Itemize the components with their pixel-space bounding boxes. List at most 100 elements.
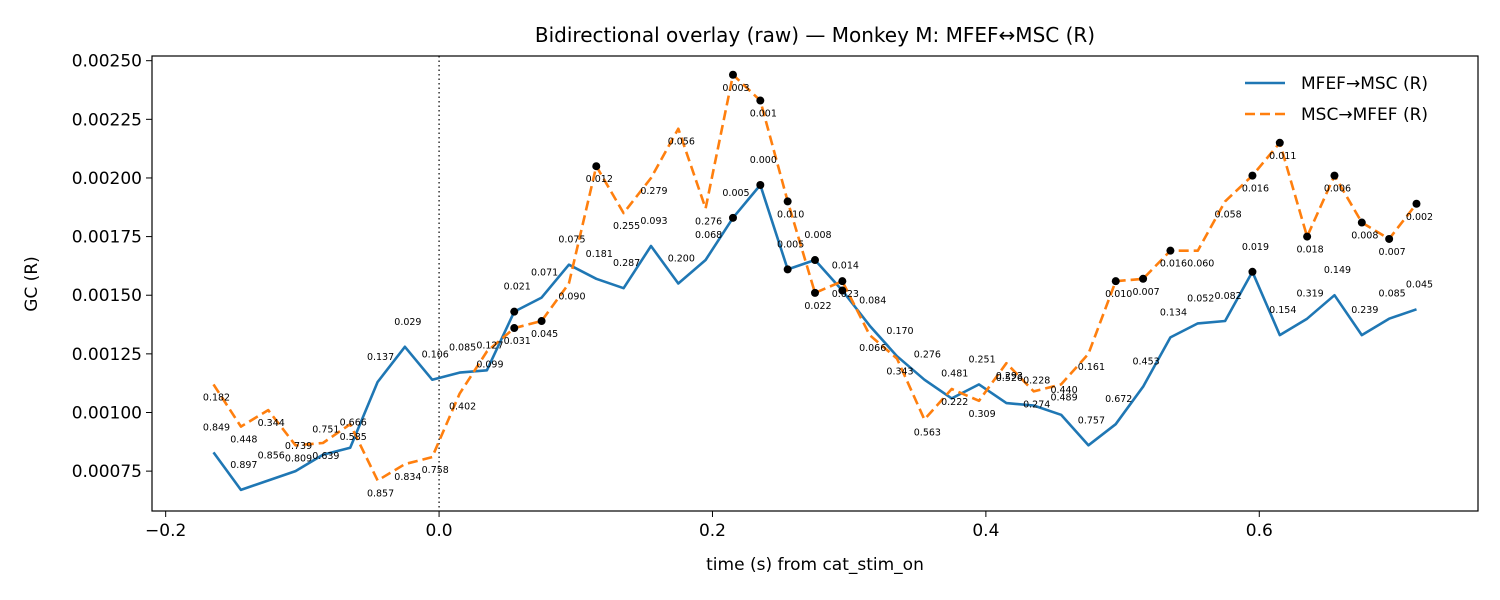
significance-marker [1166, 246, 1175, 255]
p-value-label: 0.031 [504, 336, 531, 347]
legend-label-1: MFEF→MSC (R) [1301, 74, 1428, 94]
p-value-label: 0.149 [1324, 265, 1351, 276]
p-value-label: 0.293 [996, 371, 1023, 382]
p-value-label: 0.007 [1132, 287, 1159, 298]
plot-area: −0.2 0.0 0.2 0.4 0.6 0.00075 0.00100 0.00125 0.0… [72, 52, 1479, 541]
p-value-label: 0.809 [285, 453, 312, 464]
p-value-label: 0.448 [230, 435, 257, 446]
y-tick-label: 0.00150 [72, 286, 142, 306]
p-value-label: 0.309 [968, 409, 995, 420]
p-value-label: 0.161 [1078, 362, 1105, 373]
x-tick-label: 0.0 [426, 521, 453, 541]
p-value-label: 0.090 [558, 292, 585, 303]
p-value-label: 0.075 [558, 235, 585, 246]
legend: MFEF→MSC (R) MSC→MFEF (R) [1245, 74, 1428, 125]
p-value-label: 0.255 [613, 221, 640, 232]
y-tick-label: 0.00175 [72, 228, 142, 248]
p-value-label: 0.440 [1050, 385, 1077, 396]
p-value-label: 0.834 [394, 472, 421, 483]
significance-marker [1330, 171, 1339, 180]
significance-marker [510, 324, 519, 333]
p-value-label: 0.453 [1132, 357, 1159, 368]
p-value-label: 0.287 [613, 258, 640, 269]
p-value-label: 0.319 [1297, 289, 1324, 300]
legend-label-2: MSC→MFEF (R) [1301, 105, 1428, 125]
significance-marker [1412, 199, 1421, 208]
p-value-label: 0.099 [476, 360, 503, 371]
p-value-label: 0.276 [695, 216, 722, 227]
p-value-label: 0.857 [367, 489, 394, 500]
significance-marker [756, 96, 765, 105]
y-tick-label: 0.00100 [72, 403, 142, 423]
p-value-label: 0.045 [531, 329, 558, 340]
p-value-label: 0.170 [886, 326, 913, 337]
significance-marker [1275, 138, 1284, 147]
p-value-label: 0.276 [914, 350, 941, 361]
p-value-label: 0.022 [804, 301, 831, 312]
y-tick-label: 0.00075 [72, 462, 142, 482]
p-value-label: 0.200 [668, 254, 695, 265]
series-line-2 [212, 73, 1418, 482]
p-value-label: 0.018 [1297, 245, 1324, 256]
p-value-label: 0.014 [832, 261, 859, 272]
p-value-label: 0.045 [1406, 279, 1433, 290]
p-value-label: 0.228 [1023, 375, 1050, 386]
significance-marker [1139, 274, 1148, 283]
p-value-label: 0.563 [914, 428, 941, 439]
p-value-label: 0.011 [1269, 151, 1296, 162]
p-value-label: 0.008 [804, 230, 831, 241]
p-value-label: 0.343 [886, 367, 913, 378]
p-value-label: 0.066 [859, 343, 886, 354]
p-value-label: 0.003 [722, 83, 749, 94]
p-value-label: 0.222 [941, 397, 968, 408]
significance-marker [1385, 234, 1394, 243]
p-value-label: 0.016 [1242, 184, 1269, 195]
chart-title: Bidirectional overlay (raw) — Monkey M: … [535, 23, 1095, 47]
p-value-label: 0.068 [695, 230, 722, 241]
p-value-label: 0.005 [777, 239, 804, 250]
p-value-label: 0.084 [859, 296, 886, 307]
plot-frame [151, 55, 1479, 512]
p-value-label: 0.007 [1379, 247, 1406, 258]
p-value-label: 0.008 [1351, 231, 1378, 242]
p-value-label: 0.002 [1406, 212, 1433, 223]
significance-marker [756, 180, 765, 189]
p-value-label: 0.274 [1023, 399, 1050, 410]
p-value-label: 0.739 [285, 441, 312, 452]
p-value-label: 0.849 [203, 422, 230, 433]
p-value-label: 0.751 [312, 425, 339, 436]
p-value-label: 0.071 [531, 268, 558, 279]
p-value-label: 0.402 [449, 402, 476, 413]
p-value-label: 0.897 [230, 460, 257, 471]
p-value-label: 0.481 [941, 368, 968, 379]
p-value-label: 0.056 [668, 137, 695, 148]
y-tick-label: 0.00250 [72, 52, 142, 72]
p-value-label: 0.344 [258, 418, 285, 429]
p-value-label: 0.006 [1324, 184, 1351, 195]
p-value-label: 0.082 [1215, 291, 1242, 302]
y-tick-label: 0.00125 [72, 345, 142, 365]
significance-marker [728, 213, 737, 222]
p-value-label: 0.666 [340, 418, 367, 429]
p-value-label: 0.058 [1215, 209, 1242, 220]
p-value-label: 0.239 [1351, 305, 1378, 316]
significance-marker [592, 162, 601, 171]
p-value-label: 0.639 [312, 451, 339, 462]
significance-marker [811, 288, 819, 297]
p-value-label: 0.856 [258, 451, 285, 462]
significance-marker [1357, 218, 1366, 227]
p-value-label: 0.757 [1078, 415, 1105, 426]
y-axis-label: GC (R) [22, 256, 42, 312]
p-value-label: 0.585 [340, 432, 367, 443]
x-tick-label: 0.6 [1246, 521, 1273, 541]
significance-marker [728, 70, 737, 79]
p-value-label: 0.001 [750, 109, 777, 120]
p-value-label: 0.154 [1269, 305, 1296, 316]
p-value-label: 0.010 [777, 209, 804, 220]
x-tick-label: −0.2 [145, 521, 186, 541]
p-value-label: 0.279 [640, 186, 667, 197]
x-tick-label: 0.2 [699, 521, 726, 541]
p-value-label: 0.021 [504, 282, 531, 293]
p-value-label: 0.672 [1105, 394, 1132, 405]
p-value-label: 0.029 [394, 317, 421, 328]
